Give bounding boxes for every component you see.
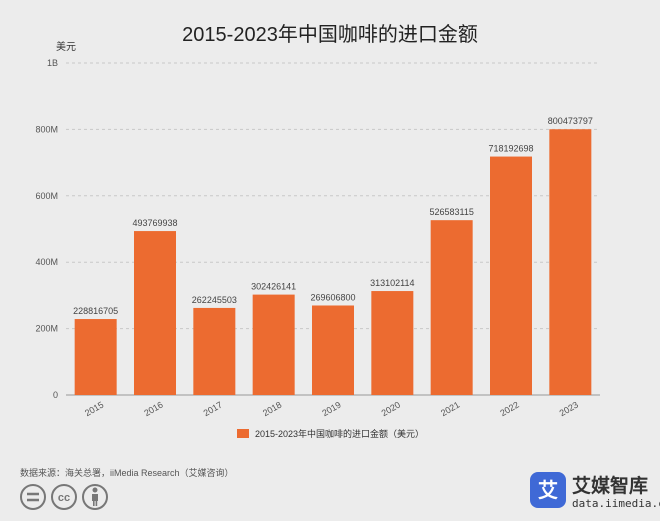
y-tick-label: 800M	[35, 124, 58, 134]
x-tick-label: 2019	[320, 400, 342, 419]
x-tick-label: 2015	[83, 400, 105, 419]
svg-text:cc: cc	[58, 492, 70, 504]
bar[interactable]	[549, 129, 592, 395]
data-label: 302426141	[251, 282, 296, 292]
source-text: 数据来源：海关总署，iiMedia Research（艾媒咨询）	[20, 467, 234, 478]
brand-logo-char: 艾	[538, 479, 558, 502]
bar[interactable]	[371, 291, 414, 395]
bar[interactable]	[134, 231, 176, 395]
x-tick-label: 2016	[142, 400, 164, 419]
y-tick-label: 400M	[35, 257, 58, 267]
legend[interactable]: 2015-2023年中国咖啡的进口金额（美元）	[237, 428, 424, 439]
license-icons: cc	[20, 484, 108, 510]
legend-label: 2015-2023年中国咖啡的进口金额（美元）	[255, 428, 424, 439]
data-label: 269606800	[310, 292, 355, 302]
bar[interactable]	[490, 156, 532, 395]
equals-icon	[20, 484, 46, 510]
x-tick-label: 2018	[261, 400, 283, 419]
brand-url: data.iimedia.cn	[572, 497, 660, 510]
x-axis-ticks: 2015 2016 2017 2018 2019 2020 2021 2022 2023	[83, 400, 580, 419]
bar[interactable]	[312, 305, 354, 395]
person-icon	[82, 484, 108, 510]
chart-title: 2015-2023年中国咖啡的进口金额	[182, 23, 478, 46]
bars	[74, 129, 592, 395]
bar[interactable]	[74, 319, 117, 395]
data-label: 262245503	[192, 295, 237, 305]
bar[interactable]	[252, 294, 295, 395]
y-tick-label: 1B	[47, 58, 58, 68]
data-label: 228816705	[73, 306, 118, 316]
bar[interactable]	[430, 220, 473, 395]
brand-logo: 艾 艾媒智库 data.iimedia.cn	[530, 472, 660, 510]
data-label: 493769938	[132, 218, 177, 228]
data-label: 313102114	[370, 278, 414, 288]
data-label: 800473797	[548, 116, 593, 126]
y-tick-label: 200M	[35, 324, 58, 334]
brand-logo-icon	[530, 472, 566, 508]
data-labels: 228816705 493769938 262245503 302426141 2696…	[73, 116, 593, 316]
data-label: 526583115	[429, 207, 473, 217]
legend-swatch	[237, 429, 249, 438]
x-tick-label: 2021	[439, 400, 461, 419]
bar[interactable]	[193, 307, 236, 395]
x-tick-label: 2020	[380, 400, 402, 419]
brand-name: 艾媒智库	[572, 474, 648, 497]
y-axis-ticks: 0 200M 400M 600M 800M 1B	[35, 58, 58, 400]
y-tick-label: 600M	[35, 191, 58, 201]
y-axis-unit: 美元	[56, 40, 76, 53]
x-tick-label: 2022	[498, 400, 520, 419]
data-label: 718192698	[488, 144, 533, 154]
y-tick-label: 0	[53, 390, 58, 400]
x-tick-label: 2017	[202, 400, 224, 419]
x-tick-label: 2023	[558, 400, 580, 419]
cc-icon: cc	[51, 484, 77, 510]
